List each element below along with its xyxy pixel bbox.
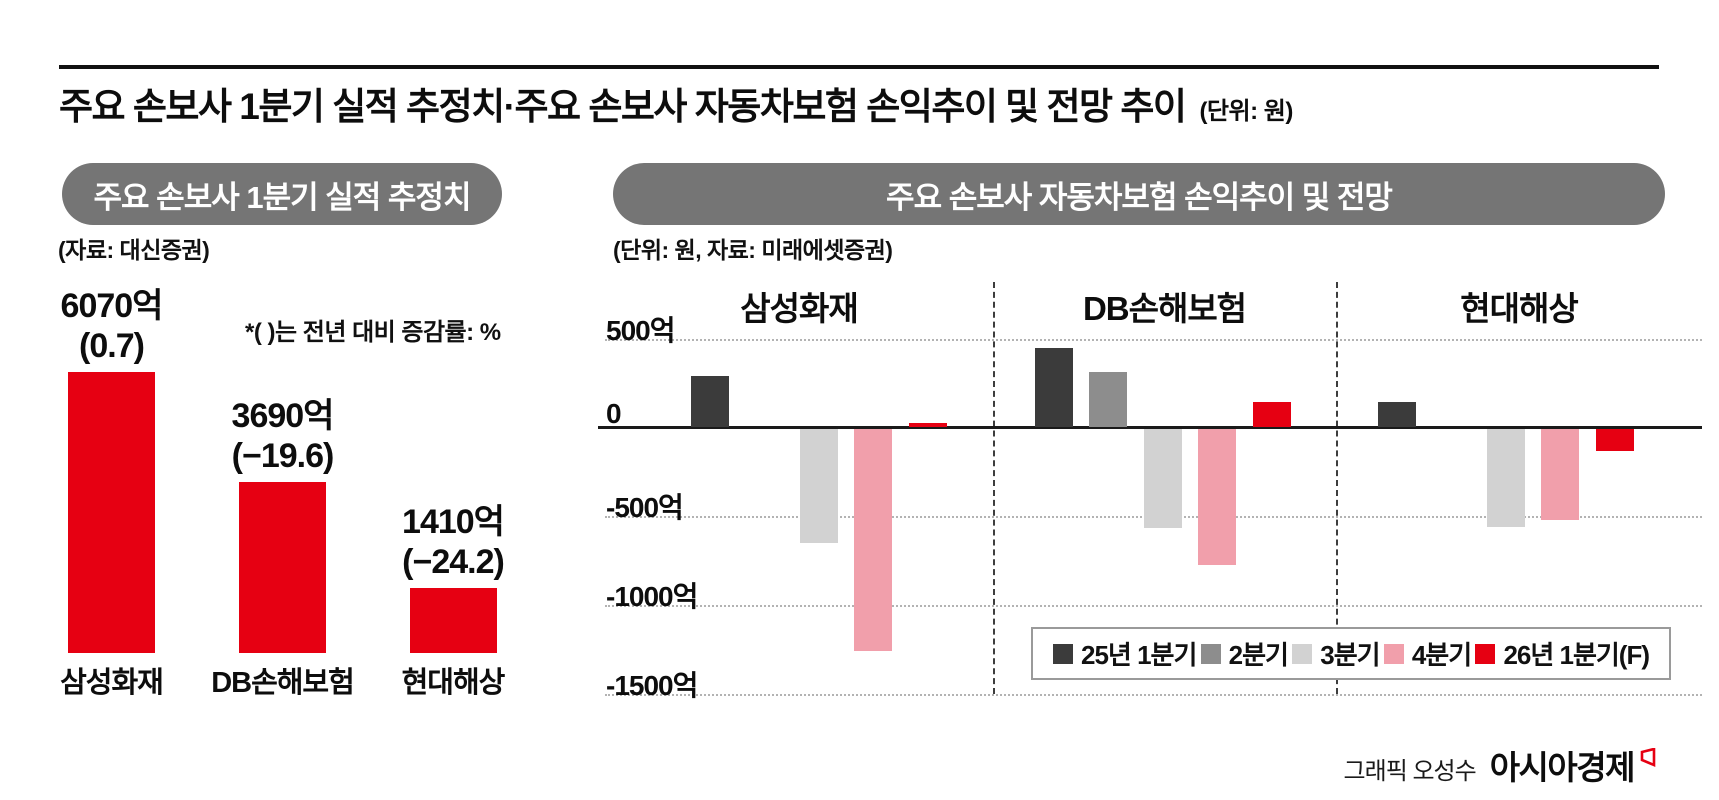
legend: 25년 1분기 2분기 3분기 4분기 26년 1분기(F) (1031, 627, 1671, 680)
legend-item-2: 3분기 (1292, 635, 1381, 672)
legend-swatch-icon-3 (1383, 643, 1404, 664)
legend-label-3: 4분기 (1411, 640, 1472, 670)
page-title-text: 주요 손보사 1분기 실적 추정치·주요 손보사 자동차보험 손익추이 및 전망… (59, 86, 1187, 127)
left-bar-change-1: (−19.6) (231, 437, 335, 475)
left-bar-0 (68, 372, 155, 653)
y-tick-2: -500억 (606, 492, 684, 523)
bar-DB손해보험-2분기 (1089, 372, 1127, 427)
legend-item-4: 26년 1분기(F) (1475, 635, 1650, 672)
left-bar-category-0: 삼성화재 (60, 667, 164, 699)
brand-mark-icon (1640, 747, 1657, 772)
legend-label-0: 25년 1분기 (1081, 640, 1197, 670)
gridline-500억 (605, 339, 1702, 341)
left-bar-value-label-1: 3690억 (−19.6) (163, 396, 403, 476)
left-source-note: (자료: 대신증권) (58, 237, 210, 263)
group-title-2: 현대해상 (1460, 290, 1578, 327)
bar-현대해상-3분기 (1487, 429, 1525, 527)
left-bar-value-2: 1410억 (402, 503, 505, 541)
left-bar-change-0: (0.7) (79, 327, 145, 365)
left-bar-value-0: 6070억 (60, 287, 164, 325)
legend-label-4: 26년 1분기(F) (1503, 640, 1650, 670)
bar-현대해상-26년 1분기(F) (1596, 429, 1634, 451)
legend-item-1: 2분기 (1200, 635, 1289, 672)
brand-logo-text: 아시아경제 (1489, 749, 1636, 786)
group-title-0: 삼성화재 (740, 290, 858, 327)
gridline--1500억 (605, 694, 1702, 696)
left-bar-change-2: (−24.2) (402, 543, 505, 581)
bar-DB손해보험-25년 1분기 (1035, 348, 1073, 427)
page-title: 주요 손보사 1분기 실적 추정치·주요 손보사 자동차보험 손익추이 및 전망… (59, 76, 1679, 130)
left-bar-1 (239, 482, 326, 653)
group-separator-1 (1336, 282, 1338, 694)
legend-item-0: 25년 1분기 (1053, 635, 1197, 672)
bar-DB손해보험-26년 1분기(F) (1253, 402, 1291, 427)
bar-삼성화재-4분기 (854, 429, 892, 651)
gridline--1000억 (605, 605, 1702, 607)
left-bar-value-label-2: 1410억 (−24.2) (333, 502, 573, 582)
left-bar-value-label-0: 6070억 (0.7) (0, 286, 232, 366)
legend-swatch-icon-1 (1200, 643, 1221, 664)
bar-삼성화재-25년 1분기 (691, 376, 729, 427)
legend-label-1: 2분기 (1228, 640, 1289, 670)
right-section-header-label: 주요 손보사 자동차보험 손익추이 및 전망 (886, 179, 1393, 215)
credit-graphic-by: 그래픽 오성수 (1343, 758, 1477, 785)
right-section-header: 주요 손보사 자동차보험 손익추이 및 전망 (613, 163, 1665, 225)
bar-현대해상-25년 1분기 (1378, 402, 1416, 427)
right-source-note: (단위: 원, 자료: 미래에셋증권) (613, 237, 893, 263)
legend-item-3: 4분기 (1383, 635, 1472, 672)
y-tick-0: 500억 (606, 315, 675, 346)
title-divider (59, 65, 1659, 69)
y-tick-3: -1000억 (606, 581, 698, 612)
legend-swatch-icon-0 (1053, 643, 1073, 664)
left-chart-footnote: *( )는 전년 대비 증감률: % (245, 319, 501, 346)
legend-label-2: 3분기 (1320, 640, 1380, 670)
bar-DB손해보험-4분기 (1198, 429, 1236, 565)
y-tick-4: -1500억 (606, 670, 698, 701)
legend-swatch-icon-2 (1292, 643, 1313, 664)
zero-axis-line (598, 426, 1702, 429)
page-title-unit-note: (단위: 원) (1199, 98, 1293, 125)
left-bar-category-1: DB손해보험 (211, 667, 355, 699)
left-bar-value-1: 3690억 (231, 397, 335, 435)
left-section-header: 주요 손보사 1분기 실적 추정치 (62, 163, 502, 225)
legend-swatch-icon-4 (1475, 643, 1496, 664)
credit: 그래픽 오성수 아시아경제 (1344, 741, 1665, 789)
left-bar-2 (409, 588, 497, 653)
group-title-1: DB손해보험 (1082, 290, 1247, 327)
bar-현대해상-4분기 (1541, 429, 1579, 520)
bar-DB손해보험-3분기 (1144, 429, 1182, 528)
left-section-header-label: 주요 손보사 1분기 실적 추정치 (93, 179, 472, 215)
y-tick-1: 0 (606, 398, 622, 429)
group-separator-0 (993, 282, 995, 694)
bar-삼성화재-3분기 (800, 429, 838, 543)
bar-삼성화재-26년 1분기(F) (909, 423, 947, 427)
left-bar-category-2: 현대해상 (401, 667, 506, 699)
